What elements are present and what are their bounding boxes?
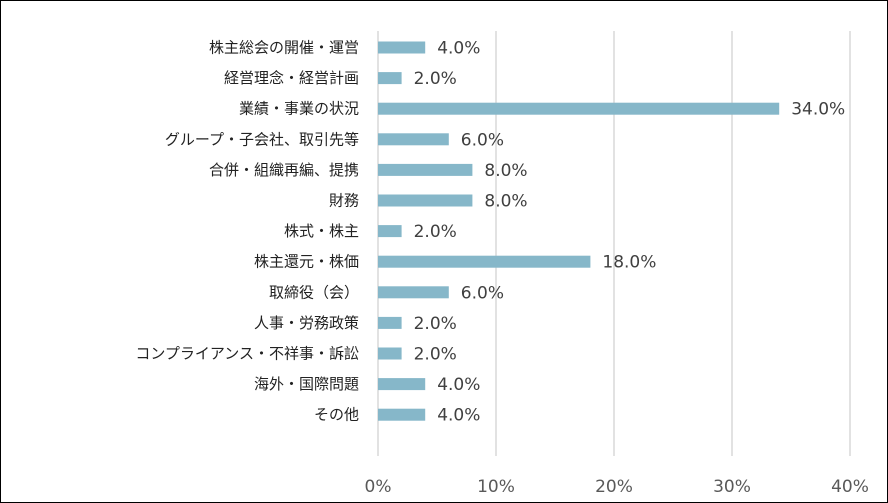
labels: 0% 10% 20% 30% 40% 株主総会の開催・運営 4.0% 経営理念・経営計画 2.0… xyxy=(135,39,869,498)
x-tick-label: 40% xyxy=(831,477,869,497)
category-label: 取締役（会） xyxy=(269,283,359,301)
category-label: 株主総会の開催・運営 xyxy=(209,39,359,57)
bars xyxy=(378,41,780,421)
category-label: コンプライアンス・不祥事・訴訟 xyxy=(135,345,359,363)
data-label: 6.0% xyxy=(461,283,504,303)
bar xyxy=(378,72,402,85)
bar xyxy=(378,194,473,207)
x-tick-label: 0% xyxy=(365,477,392,497)
category-label: 合併・組織再編、提携 xyxy=(209,161,359,179)
category-label: 海外・国際問題 xyxy=(254,375,359,393)
bar xyxy=(378,286,449,299)
data-label: 4.0% xyxy=(437,375,480,395)
data-label: 8.0% xyxy=(484,161,527,181)
bar xyxy=(378,378,426,391)
category-label: 人事・労務政策 xyxy=(254,314,359,332)
data-label: 4.0% xyxy=(437,406,480,426)
bar xyxy=(378,255,591,268)
data-label: 6.0% xyxy=(461,130,504,150)
bar xyxy=(378,163,473,176)
data-label: 34.0% xyxy=(791,100,845,120)
data-label: 2.0% xyxy=(414,69,457,89)
bar xyxy=(378,102,780,115)
category-label: グループ・子会社、取引先等 xyxy=(165,130,359,148)
bar xyxy=(378,347,402,360)
x-tick-label: 10% xyxy=(477,477,515,497)
bar xyxy=(378,41,426,54)
data-label: 2.0% xyxy=(414,345,457,365)
bar xyxy=(378,408,426,421)
category-label: 業績・事業の状況 xyxy=(239,100,359,118)
category-label: 財務 xyxy=(329,192,359,210)
category-label: 経営理念・経営計画 xyxy=(224,69,359,87)
category-label: 株主還元・株価 xyxy=(254,253,359,271)
data-label: 8.0% xyxy=(484,192,527,212)
bar xyxy=(378,133,449,146)
data-label: 18.0% xyxy=(602,253,656,273)
x-tick-label: 30% xyxy=(713,477,751,497)
category-label: 株式・株主 xyxy=(284,222,359,240)
category-label: その他 xyxy=(314,406,359,424)
bar xyxy=(378,316,402,329)
x-tick-label: 20% xyxy=(595,477,633,497)
data-label: 4.0% xyxy=(437,39,480,59)
bar xyxy=(378,225,402,238)
data-label: 2.0% xyxy=(414,314,457,334)
data-label: 2.0% xyxy=(414,222,457,242)
